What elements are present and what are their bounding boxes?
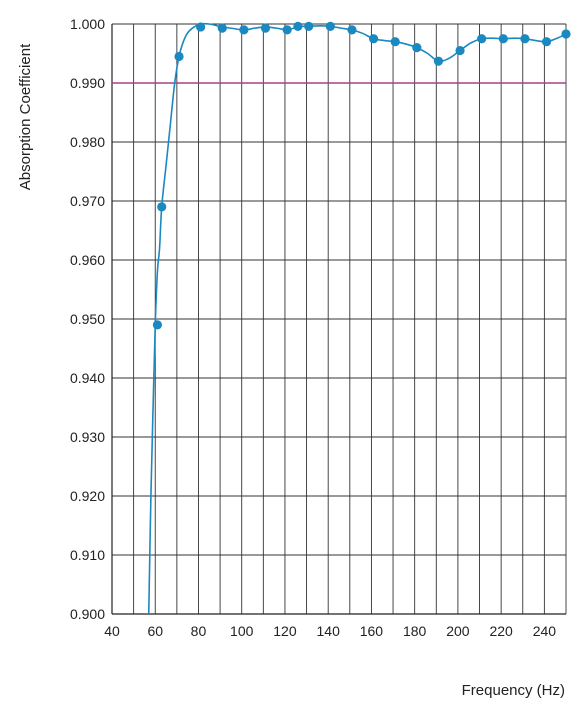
data-point [455,45,465,56]
x-tick-label: 140 [317,623,341,639]
data-point [157,202,167,212]
x-tick-label: 160 [360,623,384,639]
x-tick-label: 80 [191,623,207,639]
data-point [498,34,508,44]
y-tick-label: 0.920 [70,488,105,504]
y-tick-label: 0.900 [70,606,105,622]
data-point [520,34,530,44]
y-tick-label: 0.940 [70,370,105,386]
x-tick-label: 200 [446,623,470,639]
y-tick-label: 0.910 [70,547,105,563]
y-tick-label: 1.000 [70,16,105,32]
y-tick-label: 0.970 [70,193,105,209]
data-point [412,43,422,53]
x-tick-labels: 40 60 80 100 120 140 160 180 200 220 240 [104,623,556,639]
data-point [293,21,303,31]
data-point [561,29,571,39]
data-point [239,25,249,35]
data-point [390,37,400,47]
y-tick-label: 0.980 [70,134,105,150]
data-point [282,25,292,35]
data-points [152,21,571,330]
x-tick-label: 40 [104,623,120,639]
data-point [152,320,162,330]
x-tick-label: 120 [273,623,297,639]
data-point [541,37,552,47]
y-axis-title: Absorption Coefficient [17,43,34,190]
data-point [260,23,271,33]
y-tick-label: 0.960 [70,252,105,268]
data-point [368,34,379,44]
x-tick-label: 60 [147,623,163,639]
y-tick-labels: 0.900 0.910 0.920 0.930 0.940 0.950 0.960 0.970… [70,16,105,622]
data-point [174,51,184,62]
data-point [433,56,444,66]
data-point [217,23,227,33]
x-tick-label: 180 [403,623,427,639]
x-tick-label: 240 [533,623,557,639]
data-point [196,22,206,32]
data-point [347,25,357,35]
y-tick-label: 0.990 [70,75,105,91]
x-tick-label: 100 [230,623,254,639]
x-axis-title: Frequency (Hz) [462,682,565,699]
data-point [477,34,487,44]
y-tick-label: 0.930 [70,429,105,445]
y-tick-label: 0.950 [70,311,105,327]
data-point [304,21,314,31]
data-point [325,21,335,31]
x-tick-label: 220 [489,623,513,639]
